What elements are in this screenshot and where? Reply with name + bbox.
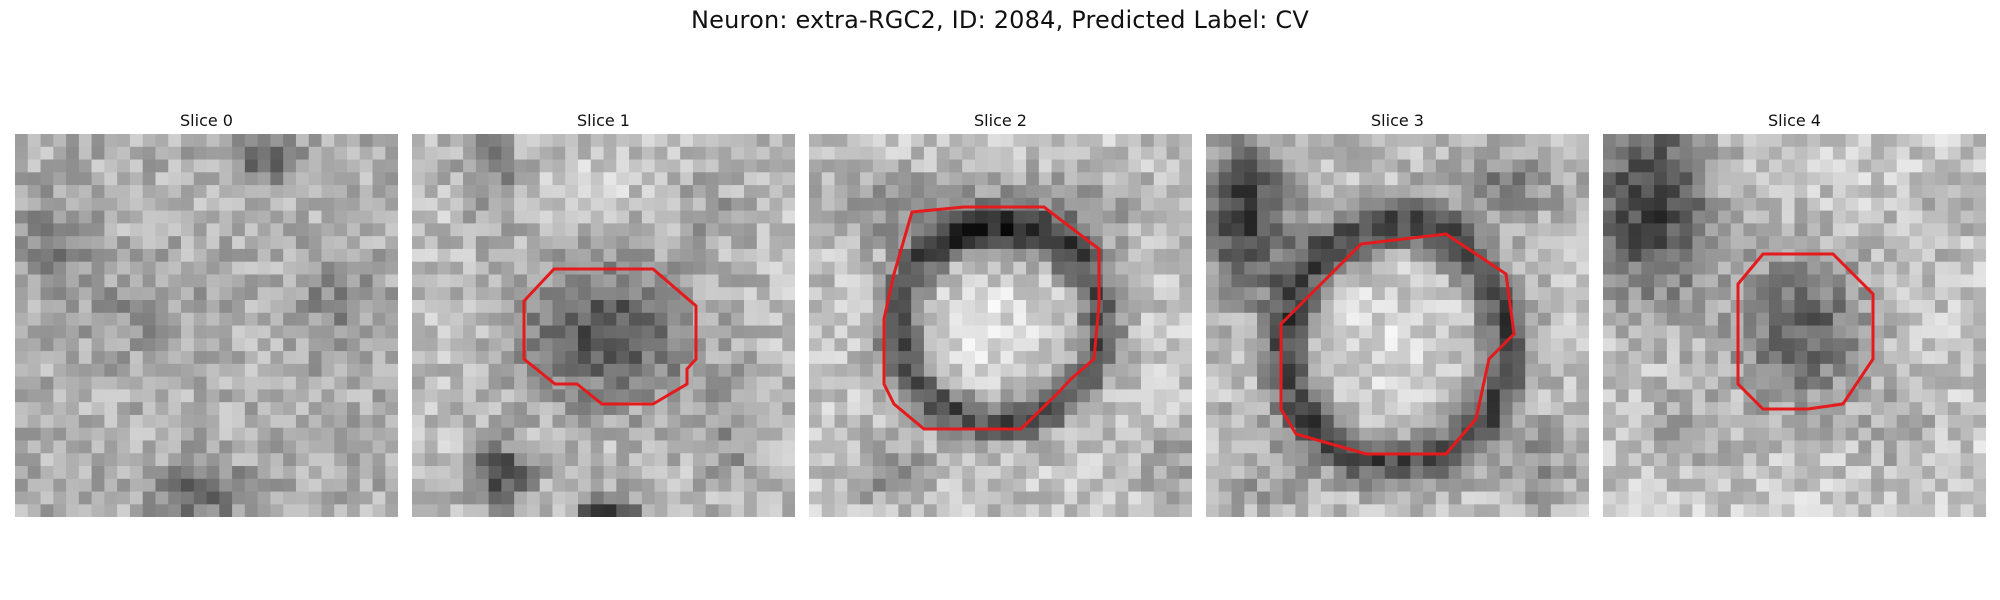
slice-image-4 <box>1603 134 1986 517</box>
slice-image-2 <box>809 134 1192 517</box>
panel-title-slice-1: Slice 1 <box>412 111 795 130</box>
slice-4-svg <box>1603 134 1986 517</box>
slice-1-svg <box>412 134 795 517</box>
slice-image-1 <box>412 134 795 517</box>
slice-image-3 <box>1206 134 1589 517</box>
slice-2-svg <box>809 134 1192 517</box>
panel-title-slice-3: Slice 3 <box>1206 111 1589 130</box>
slice-3-svg <box>1206 134 1589 517</box>
panel-title-slice-0: Slice 0 <box>15 111 398 130</box>
slice-0-svg <box>15 134 398 517</box>
figure-title: Neuron: extra-RGC2, ID: 2084, Predicted … <box>0 6 2000 34</box>
panel-title-slice-4: Slice 4 <box>1603 111 1986 130</box>
slice-image-0 <box>15 134 398 517</box>
panel-title-slice-2: Slice 2 <box>809 111 1192 130</box>
